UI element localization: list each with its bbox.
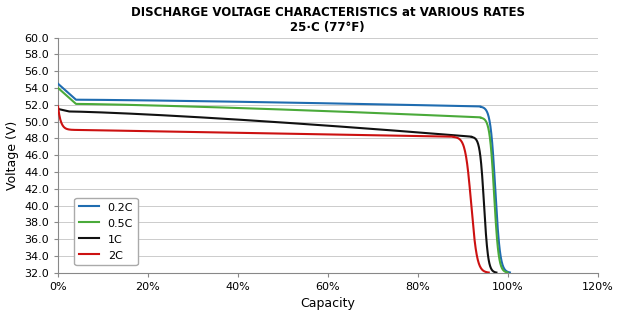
0.5C bbox=[71, 100, 78, 104]
0.5C bbox=[87, 102, 94, 106]
Legend: 0.2C, 0.5C, 1C, 2C: 0.2C, 0.5C, 1C, 2C bbox=[74, 198, 137, 265]
1C bbox=[469, 136, 477, 139]
0.2C bbox=[54, 82, 62, 86]
1C bbox=[478, 174, 486, 178]
0.2C bbox=[71, 96, 78, 100]
0.2C bbox=[503, 269, 510, 273]
2C bbox=[464, 162, 471, 166]
1C bbox=[470, 136, 478, 140]
0.5C bbox=[504, 270, 511, 274]
0.2C bbox=[506, 270, 514, 274]
Title: DISCHARGE VOLTAGE CHARACTERISTICS at VARIOUS RATES
25·C (77°F): DISCHARGE VOLTAGE CHARACTERISTICS at VAR… bbox=[131, 6, 525, 33]
1C bbox=[483, 241, 490, 245]
2C bbox=[461, 148, 469, 152]
1C bbox=[118, 111, 126, 115]
Line: 0.5C: 0.5C bbox=[58, 88, 508, 272]
1C bbox=[359, 126, 366, 130]
0.5C bbox=[54, 86, 62, 90]
0.2C bbox=[87, 98, 94, 102]
Y-axis label: Voltage (V): Voltage (V) bbox=[6, 121, 19, 190]
2C bbox=[116, 129, 124, 133]
1C bbox=[54, 107, 62, 111]
2C bbox=[93, 128, 101, 132]
Line: 1C: 1C bbox=[58, 109, 496, 272]
Line: 0.2C: 0.2C bbox=[58, 84, 510, 272]
0.2C bbox=[430, 104, 438, 107]
1C bbox=[493, 270, 500, 274]
0.2C bbox=[494, 227, 501, 231]
2C bbox=[469, 225, 477, 228]
Line: 2C: 2C bbox=[58, 106, 489, 272]
2C bbox=[54, 105, 62, 108]
0.5C bbox=[430, 113, 438, 117]
0.5C bbox=[60, 91, 67, 95]
2C bbox=[485, 270, 493, 274]
X-axis label: Capacity: Capacity bbox=[300, 297, 355, 310]
0.5C bbox=[493, 230, 500, 234]
0.2C bbox=[60, 87, 67, 91]
0.5C bbox=[501, 269, 508, 273]
2C bbox=[386, 134, 394, 137]
